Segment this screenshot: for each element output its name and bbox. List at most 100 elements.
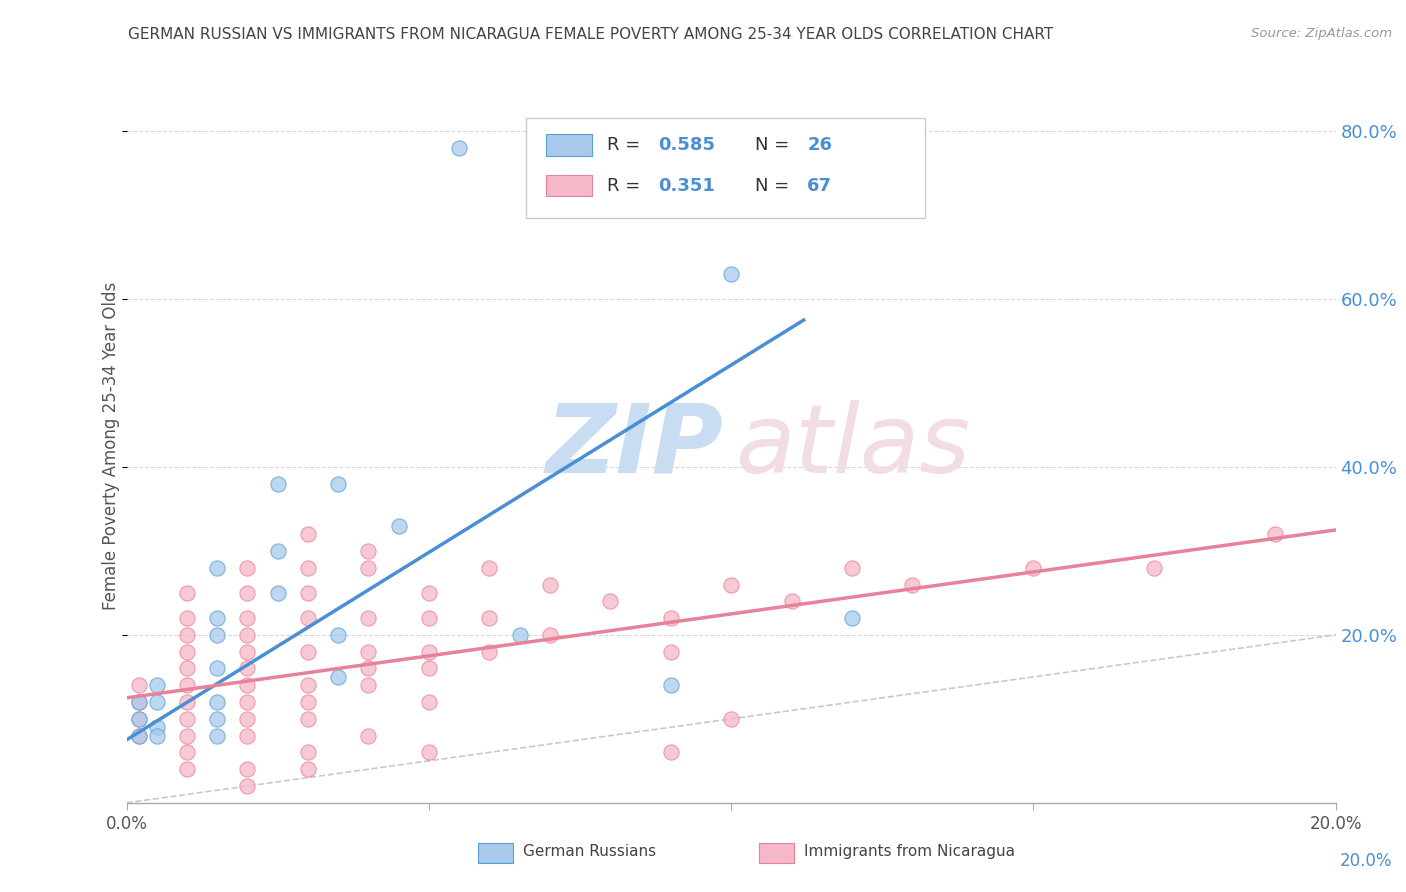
Text: R =: R = [606, 177, 645, 194]
Text: 26: 26 [807, 136, 832, 153]
Point [297, 746, 319, 760]
Point [538, 628, 561, 642]
Point [236, 560, 259, 574]
Point [176, 729, 198, 743]
Point [659, 611, 682, 625]
Text: ZIP: ZIP [546, 400, 723, 492]
Point [128, 678, 150, 692]
Point [357, 678, 380, 692]
Point [447, 141, 470, 155]
Point [176, 645, 198, 659]
Point [176, 661, 198, 675]
Point [418, 645, 440, 659]
Point [176, 628, 198, 642]
Point [418, 695, 440, 709]
Point [659, 645, 682, 659]
Point [176, 746, 198, 760]
Y-axis label: Female Poverty Among 25-34 Year Olds: Female Poverty Among 25-34 Year Olds [101, 282, 120, 610]
Point [176, 586, 198, 600]
Point [1143, 560, 1166, 574]
Point [236, 586, 259, 600]
Point [146, 695, 169, 709]
Point [297, 678, 319, 692]
Point [205, 661, 228, 675]
Text: 0.351: 0.351 [658, 177, 716, 194]
Point [841, 611, 863, 625]
Point [236, 661, 259, 675]
Point [357, 645, 380, 659]
Point [128, 729, 150, 743]
Text: Immigrants from Nicaragua: Immigrants from Nicaragua [804, 845, 1015, 859]
Point [538, 577, 561, 591]
Point [297, 695, 319, 709]
Point [326, 670, 350, 684]
Point [176, 762, 198, 776]
Point [297, 586, 319, 600]
Point [720, 267, 742, 281]
Point [297, 611, 319, 625]
FancyBboxPatch shape [526, 118, 925, 218]
Point [128, 712, 150, 726]
Point [236, 678, 259, 692]
Point [267, 544, 290, 558]
Point [297, 762, 319, 776]
Point [146, 729, 169, 743]
Point [357, 560, 380, 574]
Point [236, 628, 259, 642]
Point [205, 611, 228, 625]
Point [357, 611, 380, 625]
FancyBboxPatch shape [546, 175, 592, 196]
Text: atlas: atlas [734, 400, 970, 492]
Point [128, 729, 150, 743]
FancyBboxPatch shape [546, 134, 592, 155]
Point [236, 779, 259, 793]
Point [205, 560, 228, 574]
Point [418, 586, 440, 600]
Point [1264, 527, 1286, 541]
Point [418, 661, 440, 675]
Point [205, 695, 228, 709]
Point [297, 712, 319, 726]
Point [1022, 560, 1045, 574]
Point [236, 611, 259, 625]
Point [478, 560, 501, 574]
Point [146, 678, 169, 692]
Point [357, 544, 380, 558]
Point [236, 645, 259, 659]
Point [236, 712, 259, 726]
Point [236, 695, 259, 709]
Point [478, 645, 501, 659]
Point [176, 678, 198, 692]
Point [297, 560, 319, 574]
Point [388, 518, 411, 533]
Text: German Russians: German Russians [523, 845, 657, 859]
Point [205, 712, 228, 726]
Point [720, 712, 742, 726]
Point [357, 729, 380, 743]
Point [326, 476, 350, 491]
Point [659, 746, 682, 760]
Point [720, 577, 742, 591]
Point [297, 645, 319, 659]
Text: 20.0%: 20.0% [1340, 852, 1392, 870]
Point [659, 678, 682, 692]
Point [267, 586, 290, 600]
Text: 0.585: 0.585 [658, 136, 716, 153]
Text: Source: ZipAtlas.com: Source: ZipAtlas.com [1251, 27, 1392, 40]
Point [146, 720, 169, 734]
Point [326, 628, 350, 642]
Point [176, 611, 198, 625]
Point [267, 476, 290, 491]
Point [297, 527, 319, 541]
Point [236, 762, 259, 776]
Point [357, 661, 380, 675]
Point [418, 611, 440, 625]
Point [128, 695, 150, 709]
Text: N =: N = [755, 136, 796, 153]
Point [478, 611, 501, 625]
Point [509, 628, 531, 642]
Point [901, 577, 924, 591]
Point [205, 729, 228, 743]
Point [841, 560, 863, 574]
Text: R =: R = [606, 136, 645, 153]
